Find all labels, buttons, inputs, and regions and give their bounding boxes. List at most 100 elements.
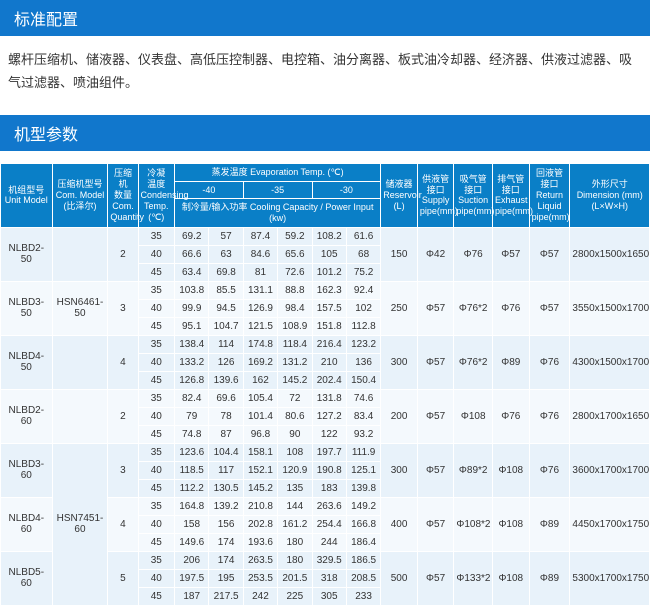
cell-dim: 2800x1700x1650 (570, 389, 650, 443)
cell-value: 105 (312, 245, 346, 263)
cell-suction: Φ76*2 (454, 281, 493, 335)
cell-value: 145.2 (278, 371, 312, 389)
table-head: 机组型号Unit Model 压缩机型号Com. Model(比泽尔) 压缩机数… (1, 163, 650, 227)
cell-exhaust: Φ57 (493, 227, 530, 281)
cell-unit: NLBD2-50 (1, 227, 53, 281)
cell-reservoir: 300 (381, 443, 418, 497)
cell-condtemp: 45 (138, 263, 175, 281)
th-t35: -35 (243, 181, 312, 199)
cell-value: 120.9 (278, 461, 312, 479)
cell-value: 123.6 (175, 443, 209, 461)
cell-value: 149.6 (175, 533, 209, 551)
cell-value: 242 (243, 587, 277, 605)
cell-condtemp: 35 (138, 281, 175, 299)
cell-value: 130.5 (209, 479, 243, 497)
cell-value: 63.4 (175, 263, 209, 281)
cell-condtemp: 45 (138, 533, 175, 551)
cell-value: 151.8 (312, 317, 346, 335)
cell-value: 57 (209, 227, 243, 245)
cell-value: 225 (278, 587, 312, 605)
cell-value: 263.5 (243, 551, 277, 569)
config-description: 螺杆压缩机、储液器、仪表盘、高低压控制器、电控箱、油分离器、板式油冷却器、经济器… (0, 48, 650, 115)
cell-value: 244 (312, 533, 346, 551)
cell-value: 108 (278, 443, 312, 461)
cell-suction: Φ76 (454, 227, 493, 281)
cell-value: 80.6 (278, 407, 312, 425)
cell-value: 81 (243, 263, 277, 281)
cell-supply: Φ57 (417, 335, 454, 389)
cell-value: 263.6 (312, 497, 346, 515)
cell-value: 101.4 (243, 407, 277, 425)
cell-value: 131.1 (243, 281, 277, 299)
cell-unit: NLBD4-50 (1, 335, 53, 389)
cell-qty: 5 (108, 551, 138, 605)
cell-value: 139.2 (209, 497, 243, 515)
cell-value: 59.2 (278, 227, 312, 245)
cell-value: 180 (278, 551, 312, 569)
cell-value: 139.6 (209, 371, 243, 389)
cell-qty: 3 (108, 281, 138, 335)
cell-value: 216.4 (312, 335, 346, 353)
cell-value: 158 (175, 515, 209, 533)
cell-unit: NLBD3-60 (1, 443, 53, 497)
cell-condtemp: 40 (138, 353, 175, 371)
cell-value: 174.8 (243, 335, 277, 353)
cell-value: 121.5 (243, 317, 277, 335)
cell-return: Φ89 (529, 497, 570, 551)
cell-value: 96.8 (243, 425, 277, 443)
cell-value: 138.4 (175, 335, 209, 353)
th-unit-model: 机组型号Unit Model (1, 163, 53, 227)
section-header-config: 标准配置 (0, 0, 650, 36)
cell-com-model (52, 227, 108, 281)
cell-value: 206 (175, 551, 209, 569)
cell-supply: Φ57 (417, 281, 454, 335)
th-dimension: 外形尺寸Dimension (mm)(L×W×H) (570, 163, 650, 227)
cell-value: 63 (209, 245, 243, 263)
cell-value: 139.8 (346, 479, 380, 497)
table-row: NLBD3-60HSN7451-60335123.6104.4158.11081… (1, 443, 650, 461)
th-suction: 吸气管接口Suctionpipe(mm) (454, 163, 493, 227)
cell-condtemp: 40 (138, 245, 175, 263)
cell-exhaust: Φ89 (493, 335, 530, 389)
cell-value: 104.7 (209, 317, 243, 335)
cell-supply: Φ57 (417, 443, 454, 497)
cell-return: Φ57 (529, 227, 570, 281)
cell-value: 158.1 (243, 443, 277, 461)
cell-value: 210.8 (243, 497, 277, 515)
cell-com-model (52, 335, 108, 389)
cell-value: 136 (346, 353, 380, 371)
th-exhaust: 排气管接口Exhaustpipe(mm) (493, 163, 530, 227)
cell-value: 102 (346, 299, 380, 317)
cell-value: 82.4 (175, 389, 209, 407)
cell-value: 162.3 (312, 281, 346, 299)
cell-supply: Φ42 (417, 227, 454, 281)
cell-qty: 2 (108, 227, 138, 281)
cell-value: 92.4 (346, 281, 380, 299)
cell-exhaust: Φ108 (493, 443, 530, 497)
cell-condtemp: 35 (138, 443, 175, 461)
cell-value: 144 (278, 497, 312, 515)
cell-value: 161.2 (278, 515, 312, 533)
cell-qty: 4 (108, 335, 138, 389)
cell-suction: Φ89*2 (454, 443, 493, 497)
cell-condtemp: 45 (138, 587, 175, 605)
cell-value: 108.9 (278, 317, 312, 335)
cell-value: 94.5 (209, 299, 243, 317)
cell-suction: Φ108*2 (454, 497, 493, 551)
cell-unit: NLBD3-50 (1, 281, 53, 335)
cell-suction: Φ108 (454, 389, 493, 443)
cell-supply: Φ57 (417, 389, 454, 443)
cell-value: 69.2 (175, 227, 209, 245)
cell-condtemp: 45 (138, 479, 175, 497)
cell-value: 87.4 (243, 227, 277, 245)
cell-exhaust: Φ108 (493, 551, 530, 605)
th-evap-temp: 蒸发温度 Evaporation Temp. (℃) (175, 163, 381, 181)
cell-value: 74.6 (346, 389, 380, 407)
cell-value: 305 (312, 587, 346, 605)
cell-value: 202.8 (243, 515, 277, 533)
cell-supply: Φ57 (417, 497, 454, 551)
table-row: NLBD2-6023582.469.6105.472131.874.6200Φ5… (1, 389, 650, 407)
cell-value: 145.2 (243, 479, 277, 497)
cell-value: 118.5 (175, 461, 209, 479)
cell-condtemp: 35 (138, 227, 175, 245)
